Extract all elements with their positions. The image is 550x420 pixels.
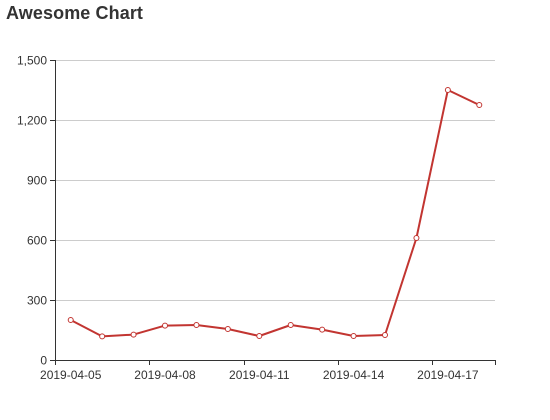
data-point bbox=[476, 102, 483, 108]
grid-lines bbox=[55, 60, 495, 301]
x-tick-label: 2019-04-11 bbox=[229, 368, 290, 382]
series-layer bbox=[67, 87, 483, 340]
y-tick-label: 0 bbox=[40, 354, 47, 368]
data-point bbox=[287, 322, 294, 328]
data-point bbox=[319, 326, 326, 333]
data-point bbox=[444, 87, 451, 93]
data-point bbox=[224, 326, 231, 332]
y-tick-label: 300 bbox=[27, 294, 47, 308]
y-tick-label: 900 bbox=[27, 174, 47, 188]
x-tick-label: 2019-04-17 bbox=[417, 368, 479, 382]
data-point bbox=[382, 332, 388, 338]
data-point bbox=[413, 235, 420, 241]
x-tick-label: 2019-04-14 bbox=[323, 368, 385, 382]
series-line bbox=[70, 89, 480, 338]
data-point bbox=[130, 331, 137, 338]
data-point bbox=[99, 333, 106, 340]
data-point bbox=[67, 317, 74, 323]
y-tick-label: 1,500 bbox=[17, 54, 47, 68]
data-point bbox=[162, 322, 168, 329]
data-point bbox=[256, 333, 263, 339]
data-point bbox=[193, 322, 200, 328]
data-point bbox=[350, 333, 357, 339]
x-tick-label: 2019-04-08 bbox=[134, 368, 196, 382]
y-tick-label: 600 bbox=[27, 234, 47, 248]
x-tick-label: 2019-04-05 bbox=[40, 368, 102, 382]
chart-title: Awesome Chart bbox=[6, 3, 144, 23]
axes: 0 300 600 900 1,200 1,500 2019-04-05 2019-04-08… bbox=[17, 54, 496, 382]
y-tick-label: 1,200 bbox=[17, 114, 47, 128]
